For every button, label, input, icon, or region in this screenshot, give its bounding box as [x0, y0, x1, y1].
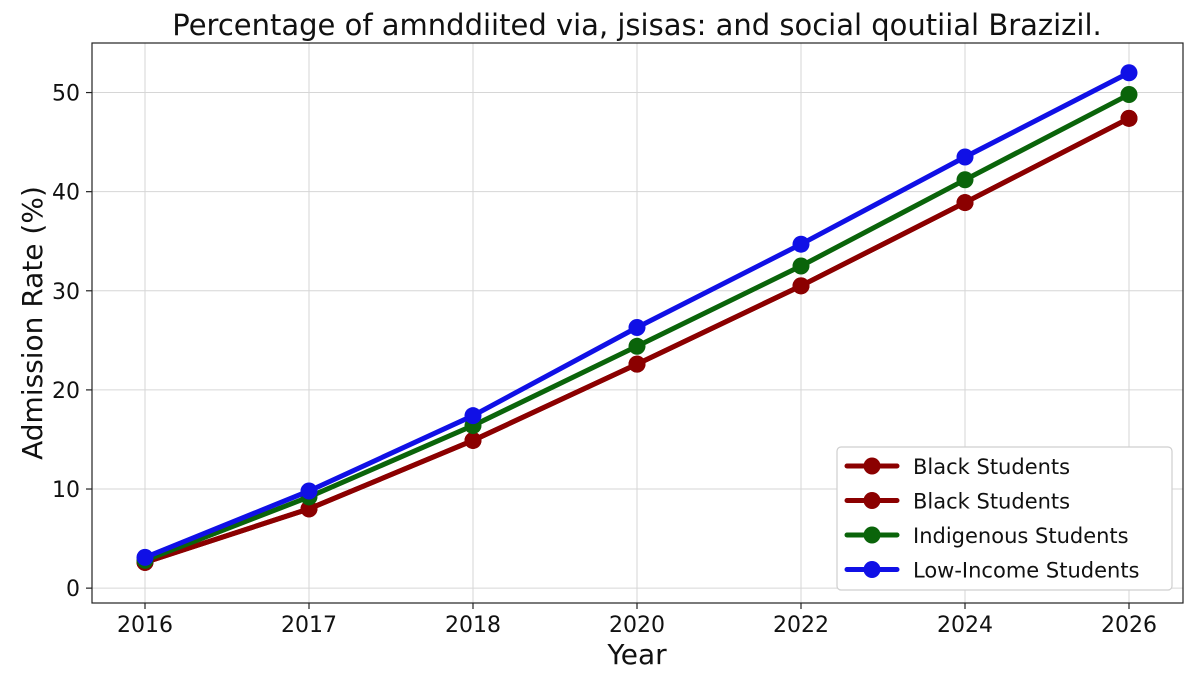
legend-swatch-marker	[863, 457, 881, 475]
y-tick-label: 40	[52, 181, 80, 206]
data-point	[792, 235, 810, 253]
series-group	[136, 64, 1138, 571]
data-point	[956, 171, 974, 189]
data-point	[628, 355, 646, 373]
grid	[92, 43, 1183, 603]
x-tick-label: 2026	[1101, 613, 1157, 638]
legend-swatch-marker	[863, 526, 881, 544]
y-tick-label: 10	[52, 478, 80, 503]
legend-label: Black Students	[913, 455, 1070, 479]
y-tick-label: 50	[52, 82, 80, 107]
data-point	[792, 277, 810, 295]
data-point	[956, 194, 974, 212]
data-point	[300, 482, 318, 500]
legend: Black Students Black Students Indigenous S…	[836, 446, 1173, 591]
data-point	[1120, 109, 1138, 127]
legend-label: Low-Income Students	[913, 559, 1140, 583]
legend-swatch-marker	[863, 492, 881, 509]
legend-box	[836, 446, 1173, 591]
legend-label: Black Students	[913, 490, 1070, 514]
data-point	[300, 500, 318, 518]
x-tick-label: 2018	[445, 613, 501, 638]
data-point	[1120, 64, 1138, 82]
data-point	[1120, 86, 1138, 104]
y-tick-label: 0	[66, 577, 80, 602]
legend-item: Indigenous Students	[844, 524, 1129, 548]
y-axis-label: Admission Rate (%)	[16, 186, 49, 460]
data-point	[628, 318, 646, 336]
legend-swatch-marker	[863, 561, 881, 578]
data-point	[628, 337, 646, 355]
y-axis-ticks: 0 10 20 30 40 50	[52, 82, 92, 602]
data-point	[136, 548, 154, 566]
x-axis-ticks: 2016 2017 2018 2020 2022 2024 2026	[117, 603, 1157, 638]
data-point	[956, 148, 974, 166]
legend-item: Black Students	[844, 455, 1070, 479]
x-tick-label: 2022	[773, 613, 829, 638]
data-point	[464, 407, 482, 425]
data-point	[464, 431, 482, 449]
x-tick-label: 2016	[117, 613, 173, 638]
series-3	[136, 64, 1138, 566]
x-tick-label: 2017	[281, 613, 337, 638]
y-tick-label: 30	[52, 280, 80, 305]
chart-title: Percentage of amnddiited via, jsisas: an…	[172, 8, 1102, 42]
x-axis-label: Year	[606, 638, 667, 671]
data-point	[792, 257, 810, 275]
legend-item: Black Students	[844, 490, 1070, 514]
legend-label: Indigenous Students	[913, 524, 1129, 548]
x-tick-label: 2024	[937, 613, 993, 638]
legend-item: Low-Income Students	[844, 559, 1140, 583]
y-tick-label: 20	[52, 379, 80, 404]
x-tick-label: 2020	[609, 613, 665, 638]
